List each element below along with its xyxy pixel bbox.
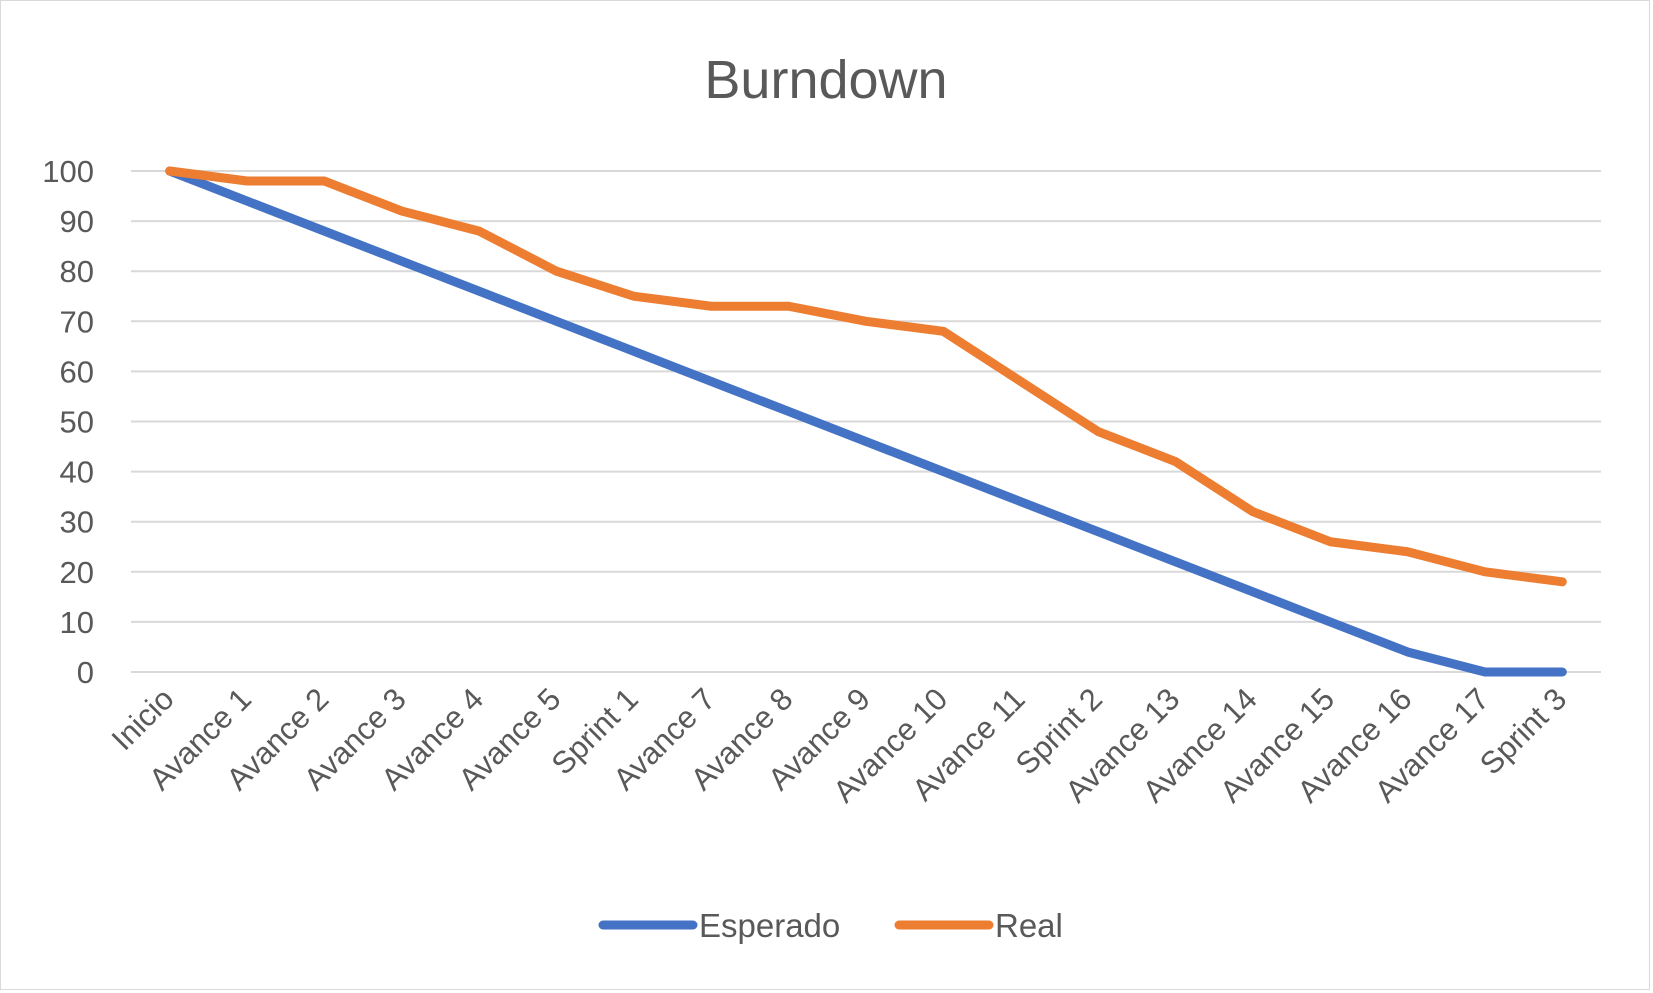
gridlines bbox=[131, 170, 1601, 673]
y-tick-label: 80 bbox=[60, 254, 94, 289]
legend: Esperado Real bbox=[598, 907, 1063, 944]
y-tick-label: 30 bbox=[60, 505, 94, 540]
x-tick-label: Sprint 3 bbox=[1473, 681, 1573, 781]
y-tick-label: 40 bbox=[60, 455, 94, 490]
legend-item-real: Real bbox=[894, 907, 1063, 944]
legend-label: Real bbox=[995, 907, 1063, 944]
chart-title: Burndown bbox=[704, 50, 947, 110]
legend-label: Esperado bbox=[699, 907, 840, 944]
legend-item-esperado: Esperado bbox=[598, 907, 840, 944]
y-tick-label: 60 bbox=[60, 354, 94, 389]
y-axis-ticks: 0 10 20 30 40 50 60 70 80 90 100 bbox=[42, 154, 94, 690]
y-tick-label: 90 bbox=[60, 204, 94, 239]
series-lines bbox=[165, 166, 1567, 677]
y-tick-label: 10 bbox=[60, 605, 94, 640]
y-tick-label: 70 bbox=[60, 304, 94, 339]
series-line-esperado bbox=[165, 166, 1567, 677]
series-line-real bbox=[165, 166, 1567, 587]
y-tick-label: 0 bbox=[77, 655, 94, 690]
y-tick-label: 50 bbox=[60, 405, 94, 440]
y-tick-label: 100 bbox=[42, 154, 94, 189]
y-tick-label: 20 bbox=[60, 555, 94, 590]
